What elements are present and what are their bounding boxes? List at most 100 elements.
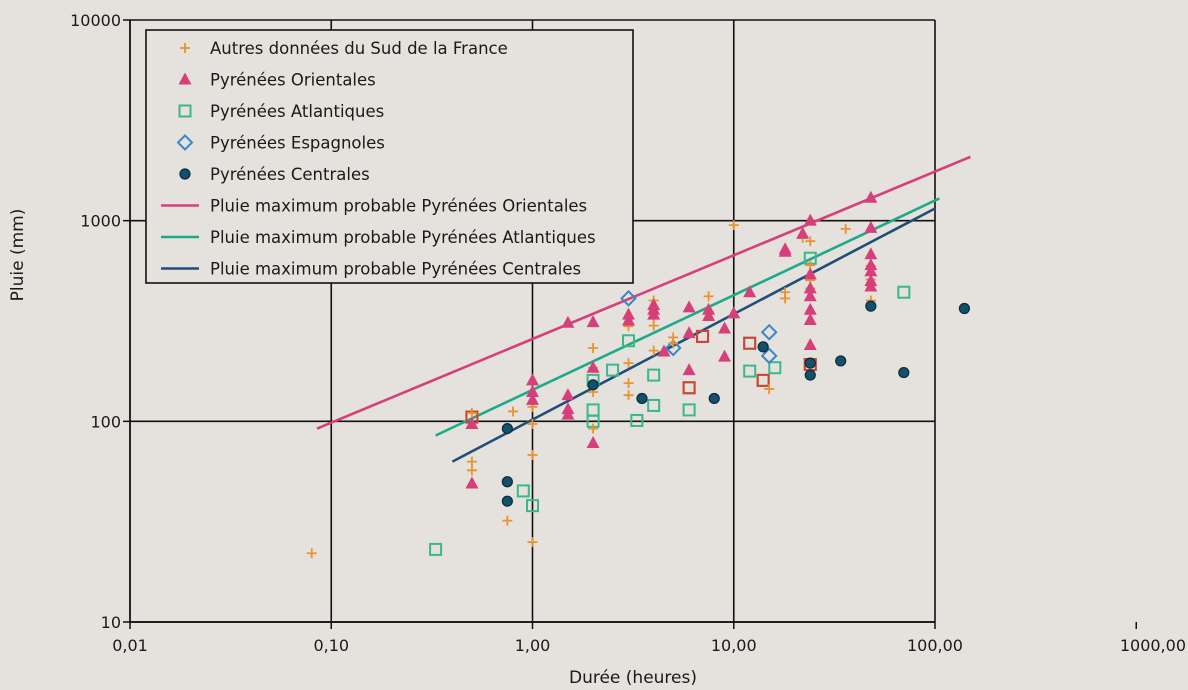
marker-square	[622, 334, 636, 348]
marker-diamond	[760, 323, 778, 341]
data-markers	[306, 190, 971, 559]
y-tick-label: 100	[90, 412, 121, 431]
legend: Autres données du Sud de la France Pyréné…	[145, 29, 634, 284]
marker-triangle	[561, 315, 575, 328]
marker-square	[516, 484, 530, 498]
marker-square-highlight	[743, 336, 757, 350]
marker-circle	[865, 300, 877, 312]
marker-plus	[466, 456, 477, 467]
marker-plus	[840, 223, 851, 234]
marker-plus	[527, 449, 538, 460]
marker-square	[526, 499, 539, 513]
y-axis-label: Pluie (mm)	[8, 209, 28, 302]
marker-circle	[958, 302, 971, 315]
marker-triangle	[864, 258, 878, 271]
marker-triangle	[586, 435, 600, 448]
mpp-line	[435, 197, 940, 437]
marker-triangle	[864, 220, 878, 233]
marker-circle	[636, 392, 648, 405]
marker-triangle	[561, 388, 575, 401]
marker-triangle	[718, 321, 732, 334]
marker-triangle	[864, 264, 878, 277]
legend-label: Pluie maximum probable Pyrénées Atlantiq…	[210, 228, 596, 247]
marker-triangle	[778, 244, 792, 257]
legend-label: Pyrénées Espagnoles	[210, 134, 385, 153]
marker-square	[630, 413, 644, 427]
marker-plus	[764, 383, 775, 394]
marker-square-highlight	[696, 329, 710, 343]
legend-label: Pyrénées Atlantiques	[210, 102, 384, 121]
marker-square-highlight	[756, 373, 770, 387]
marker-triangle	[743, 285, 757, 298]
marker-triangle	[803, 312, 817, 325]
marker-square	[647, 398, 661, 412]
marker-triangle	[586, 315, 600, 328]
marker-triangle	[526, 373, 539, 386]
marker-circle	[501, 422, 513, 435]
y-tick-label: 10000	[70, 11, 121, 30]
marker-plus	[728, 220, 739, 231]
marker-triangle	[657, 344, 671, 357]
x-tick-label: 1000,00	[1120, 636, 1186, 655]
marker-plus	[588, 423, 599, 434]
marker-plus	[527, 418, 538, 429]
marker-triangle	[864, 279, 878, 292]
marker-plus	[306, 548, 317, 559]
marker-square	[682, 381, 696, 395]
marker-square	[586, 403, 600, 417]
x-tick-label: 1,00	[515, 636, 551, 655]
marker-diamond	[664, 339, 682, 357]
marker-square	[743, 336, 757, 350]
marker-triangle	[561, 407, 575, 420]
marker-triangle	[702, 308, 716, 321]
x-tick-label: 0,10	[313, 636, 349, 655]
legend-box	[145, 29, 634, 284]
marker-plus	[648, 345, 659, 356]
marker-triangle	[727, 306, 741, 319]
marker-triangle	[526, 392, 539, 405]
marker-square	[429, 542, 443, 556]
marker-diamond	[620, 289, 637, 307]
marker-circle	[757, 341, 769, 353]
marker-triangle	[702, 302, 716, 315]
legend-marker-diamond	[176, 134, 194, 151]
marker-plus	[623, 378, 634, 389]
marker-square	[768, 361, 782, 375]
marker-plus	[703, 291, 714, 302]
plot-frame	[123, 19, 1137, 629]
marker-triangle	[465, 416, 479, 429]
marker-triangle	[864, 247, 878, 260]
marker-triangle	[682, 326, 696, 339]
marker-plus	[502, 515, 513, 526]
legend-marker-triangle	[178, 72, 192, 85]
legend-marker-plus	[180, 43, 190, 53]
marker-triangle	[622, 313, 636, 326]
marker-plus	[466, 465, 477, 476]
marker-triangle	[718, 349, 732, 362]
legend-label: Pyrénées Centrales	[210, 165, 370, 184]
marker-plus	[466, 408, 477, 419]
marker-circle	[898, 366, 910, 379]
marker-triangle	[465, 476, 479, 489]
marker-circle	[587, 379, 599, 391]
marker-triangle	[803, 338, 817, 351]
legend-label: Pluie maximum probable Pyrénées Oriental…	[210, 197, 587, 216]
marker-plus	[623, 390, 634, 401]
marker-plus	[588, 342, 599, 353]
marker-plus	[527, 537, 538, 548]
marker-square	[743, 364, 757, 378]
marker-plus	[805, 236, 816, 247]
y-tick-label: 1000	[80, 212, 121, 231]
marker-circle	[804, 369, 816, 381]
marker-circle	[835, 355, 847, 367]
legend-label: Pyrénées Orientales	[210, 71, 376, 90]
marker-triangle	[803, 289, 817, 302]
x-axis-label: Durée (heures)	[569, 668, 697, 688]
legend-label: Autres données du Sud de la France	[210, 39, 508, 58]
marker-triangle	[647, 307, 661, 320]
y-tick-labels: 10 100 1000 10000	[70, 11, 121, 632]
marker-triangle	[526, 385, 539, 398]
legend-marker-circle	[179, 168, 191, 180]
marker-square	[756, 373, 770, 387]
